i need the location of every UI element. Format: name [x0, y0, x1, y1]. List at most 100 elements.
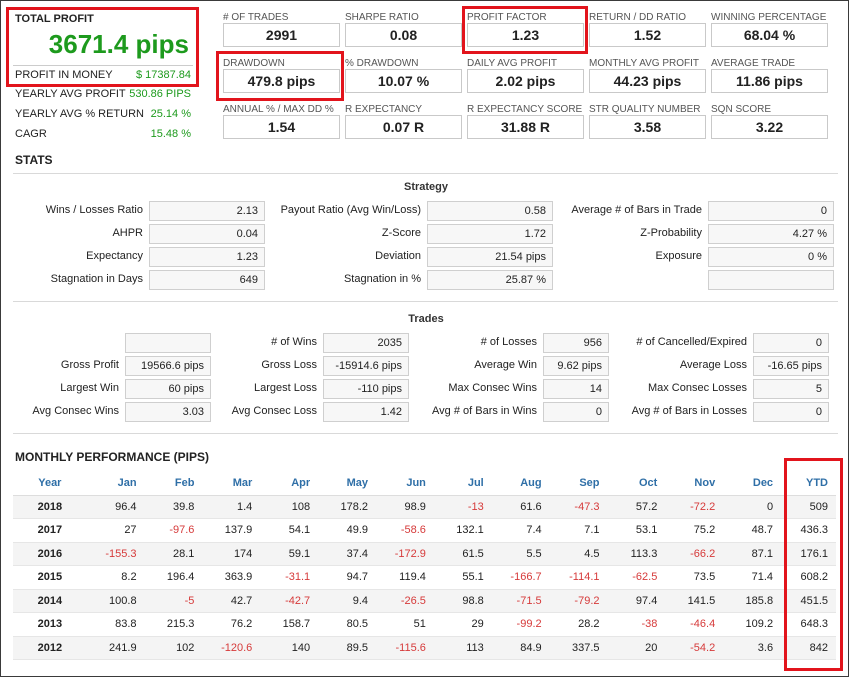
month-value-cell: 196.4 [144, 565, 203, 590]
trade-stat-value: 19566.6 pips [125, 356, 211, 376]
month-value-cell: 83.8 [86, 612, 145, 637]
metric-value: 1.54 [223, 115, 340, 139]
column-header[interactable]: Mar [202, 471, 261, 496]
metric-value: 44.23 pips [589, 69, 706, 93]
month-value-cell: 140 [260, 636, 319, 660]
divider [13, 173, 838, 174]
month-value-cell: 7.4 [491, 518, 550, 543]
table-row: 2015 8.2 196.4 363.9 -31.1 94.7 119.4 55.1 -166.… [13, 565, 836, 590]
metric-label: R EXPECTANCY [345, 104, 423, 115]
month-value-cell: -66.2 [665, 542, 724, 566]
month-value-cell: 141.5 [665, 589, 724, 613]
month-value-cell: 1.4 [202, 495, 261, 519]
trade-stat-label: Gross Profit [60, 359, 119, 371]
stat-value: 0 % [708, 247, 834, 267]
month-value-cell: 51 [376, 612, 434, 637]
metric-label: PROFIT FACTOR [467, 12, 547, 23]
trade-stat-value: 0 [753, 333, 829, 353]
month-value-cell: 3.6 [723, 636, 782, 660]
month-value-cell: -62.5 [607, 565, 666, 590]
month-value-cell: 102 [144, 636, 203, 660]
month-value-cell: -114.1 [549, 565, 608, 590]
month-value-cell: -71.5 [491, 589, 550, 613]
metric-label: % DRAWDOWN [345, 58, 419, 69]
month-value-cell: 119.4 [376, 565, 434, 590]
month-value-cell: 59.1 [260, 542, 319, 566]
month-value-cell: 76.2 [202, 612, 261, 637]
metric-value: 11.86 pips [711, 69, 828, 93]
stat-label: Z-Score [381, 227, 421, 239]
year-cell: 2015 [13, 565, 87, 590]
column-header[interactable]: Jul [433, 471, 492, 496]
month-value-cell: 178.2 [318, 495, 377, 519]
month-value-cell: 73.5 [665, 565, 724, 590]
month-value-cell: 80.5 [318, 612, 377, 637]
month-value-cell: 53.1 [607, 518, 666, 543]
month-value-cell: 37.4 [318, 542, 377, 566]
column-header[interactable]: Oct [607, 471, 666, 496]
trade-stat-label: Avg # of Bars in Losses [631, 405, 747, 417]
trade-stat-value: 1.42 [323, 402, 409, 422]
month-value-cell: 174 [202, 542, 261, 566]
trade-stat-label: Average Loss [679, 359, 747, 371]
month-value-cell: 9.4 [318, 589, 377, 613]
yearly-avg-profit-value: 530.86 PIPS [129, 88, 191, 100]
column-header[interactable]: Dec [723, 471, 782, 496]
column-header[interactable]: Nov [665, 471, 724, 496]
month-value-cell: -38 [607, 612, 666, 637]
column-header[interactable]: Aug [491, 471, 550, 496]
strategy-title: Strategy [403, 181, 449, 193]
trade-stat-label: Largest Loss [254, 382, 317, 394]
trades-title: Trades [408, 313, 444, 325]
highlight-total-profit [6, 7, 199, 87]
metric-value: 0.07 R [345, 115, 462, 139]
column-header[interactable]: Apr [260, 471, 319, 496]
profit-money-value: $ 17387.84 [135, 69, 191, 81]
stat-label: Payout Ratio (Avg Win/Loss) [280, 204, 421, 216]
year-cell: 2013 [13, 612, 87, 637]
metric-label: DAILY AVG PROFIT [467, 58, 558, 69]
month-value-cell: -115.6 [376, 636, 434, 660]
trade-stat-label: Largest Win [60, 382, 119, 394]
metric-label: RETURN / DD RATIO [589, 12, 687, 23]
month-value-cell: 451.5 [781, 589, 836, 613]
trade-stat-label: # of Losses [480, 336, 537, 348]
trade-stat-value: 60 pips [125, 379, 211, 399]
month-value-cell: -166.7 [491, 565, 550, 590]
metric-label: MONTHLY AVG PROFIT [589, 58, 700, 69]
cagr-label: CAGR [15, 128, 47, 140]
cagr-row: CAGR 15.48 % [15, 128, 191, 140]
month-value-cell: 113 [433, 636, 492, 660]
month-value-cell: 7.1 [549, 518, 608, 543]
metric-label: AVERAGE TRADE [711, 58, 796, 69]
column-header[interactable]: Jun [376, 471, 434, 496]
metric-value: 1.52 [589, 23, 706, 47]
column-header[interactable]: Feb [144, 471, 203, 496]
month-value-cell: 337.5 [549, 636, 608, 660]
column-header[interactable]: YTD [781, 471, 836, 496]
trade-stat-value [125, 333, 211, 353]
column-header[interactable]: Sep [549, 471, 608, 496]
trade-stat-label: # of Wins [271, 336, 317, 348]
yearly-avg-return-row: YEARLY AVG % RETURN 25.14 % [15, 108, 191, 120]
month-value-cell: -79.2 [549, 589, 608, 613]
metric-value: 31.88 R [467, 115, 584, 139]
metric-value: 10.07 % [345, 69, 462, 93]
trade-stat-label: Avg Consec Loss [231, 405, 317, 417]
column-header[interactable]: Jan [86, 471, 145, 496]
month-value-cell: 176.1 [781, 542, 836, 566]
month-value-cell: 20 [607, 636, 666, 660]
month-value-cell: 84.9 [491, 636, 550, 660]
trade-stat-value: -16.65 pips [753, 356, 829, 376]
stat-label: Deviation [375, 250, 421, 262]
metric-value: 2.02 pips [467, 69, 584, 93]
column-header[interactable]: May [318, 471, 377, 496]
month-value-cell: 39.8 [144, 495, 203, 519]
stat-value: 0 [708, 201, 834, 221]
stat-value: 1.72 [427, 224, 553, 244]
column-header[interactable]: Year [13, 471, 87, 496]
monthly-performance-title: MONTHLY PERFORMANCE (PIPS) [15, 450, 210, 464]
trade-stat-label: Gross Loss [261, 359, 317, 371]
month-value-cell: 842 [781, 636, 836, 660]
